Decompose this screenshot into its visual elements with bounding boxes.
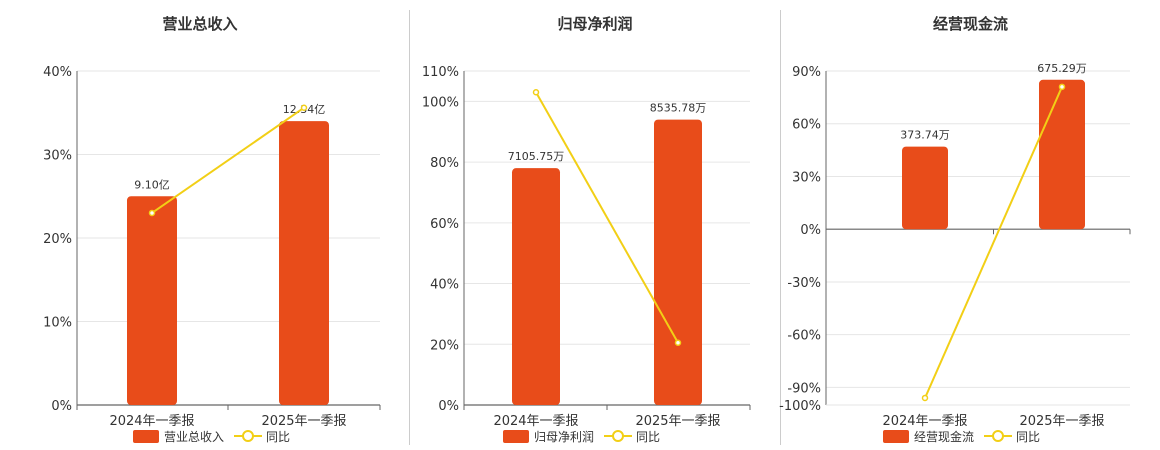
bar-data-label: 8535.78万 xyxy=(650,102,707,115)
x-category-label: 2025年一季报 xyxy=(1019,414,1104,429)
bar-data-label: 675.29万 xyxy=(1037,62,1087,75)
legend-line-label: 同比 xyxy=(266,429,291,444)
bar-data-label: 7105.75万 xyxy=(508,150,565,163)
x-category-label: 2025年一季报 xyxy=(635,414,720,429)
legend-item-bar[interactable]: 归母净利润 xyxy=(503,427,594,445)
chart-title: 营业总收入 xyxy=(162,15,238,33)
bar[interactable] xyxy=(1039,79,1085,230)
y-tick-label: 60% xyxy=(430,217,459,232)
legend-line-label: 同比 xyxy=(636,429,661,444)
y-tick-label: 40% xyxy=(430,278,459,293)
chart-legend: 归母净利润 同比 xyxy=(410,427,780,445)
legend-bar-swatch xyxy=(883,429,909,443)
y-tick-label: 0% xyxy=(51,399,72,414)
yoy-line xyxy=(151,106,305,214)
revenue-chart-svg: 0%10%20%30%40%2024年一季报2025年一季报9.10亿12.34… xyxy=(43,65,381,429)
legend-item-line[interactable]: 同比 xyxy=(234,427,290,445)
bar[interactable] xyxy=(902,146,948,230)
y-tick-label: 0% xyxy=(800,223,821,238)
legend-bar-swatch xyxy=(503,429,529,443)
net-profit-chart-svg: 0% 20% 40% 60% 80% 100% 110% 2024年一季报 2025年一季报 71… xyxy=(422,65,751,429)
panel-divider xyxy=(780,10,781,445)
net-profit-chart-panel: 归母净利润 0% 20% 40% 60% 80% 100% 110% 2024年一季报 2025… xyxy=(410,0,780,450)
bar-data-label: 373.74万 xyxy=(900,129,950,142)
y-tick-label: 80% xyxy=(430,156,459,171)
y-tick-label: 30% xyxy=(792,170,821,185)
legend-item-bar[interactable]: 经营现金流 xyxy=(883,427,974,445)
y-tick-label: 40% xyxy=(43,65,72,80)
legend-bar-label: 营业总收入 xyxy=(164,429,225,444)
legend-line-swatch xyxy=(984,430,1012,442)
y-tick-label: 30% xyxy=(43,149,72,164)
legend-line-label: 同比 xyxy=(1016,429,1041,444)
bar[interactable] xyxy=(279,121,329,405)
chart-legend: 营业总收入 同比 xyxy=(0,427,400,445)
x-category-label: 2025年一季报 xyxy=(261,414,346,429)
legend-bar-label: 归母净利润 xyxy=(534,429,595,444)
legend-line-swatch xyxy=(234,430,262,442)
y-tick-label: -60% xyxy=(787,329,821,344)
yoy-point[interactable] xyxy=(674,339,682,347)
y-tick-label: 0% xyxy=(438,399,459,414)
y-tick-label: 10% xyxy=(43,316,72,331)
chart-legend: 经营现金流 同比 xyxy=(781,427,1160,445)
panel-divider xyxy=(409,10,410,445)
legend-item-line[interactable]: 同比 xyxy=(984,427,1040,445)
bar[interactable] xyxy=(654,119,702,405)
operating-cashflow-chart-svg: -100% -90% -60% -30% 0% 30% 60% 90% 2024年一季报 2025… xyxy=(779,62,1131,429)
yoy-line xyxy=(924,86,1063,399)
yoy-point[interactable] xyxy=(532,89,540,96)
legend-line-swatch xyxy=(604,430,632,442)
x-category-label: 2024年一季报 xyxy=(109,414,194,429)
yoy-point[interactable] xyxy=(1058,83,1066,91)
bar[interactable] xyxy=(512,168,560,405)
yoy-line xyxy=(535,91,679,344)
x-category-label: 2024年一季报 xyxy=(882,414,967,429)
bar-data-label: 9.10亿 xyxy=(134,178,170,191)
y-tick-label: -30% xyxy=(787,276,821,291)
bar[interactable] xyxy=(127,196,177,405)
y-tick-label: -90% xyxy=(787,381,821,396)
y-tick-label: 20% xyxy=(430,338,459,353)
y-tick-label: 90% xyxy=(792,65,821,80)
legend-item-bar[interactable]: 营业总收入 xyxy=(133,427,224,445)
y-tick-label: -100% xyxy=(779,399,821,414)
yoy-point[interactable] xyxy=(300,104,308,111)
y-tick-label: 60% xyxy=(792,118,821,133)
yoy-point[interactable] xyxy=(921,394,929,402)
revenue-chart-panel: 营业总收入 0% 10% 20% 30% 40% 2024年一季报 2025年一季报 9.10… xyxy=(0,0,400,450)
yoy-point[interactable] xyxy=(148,209,156,217)
legend-bar-swatch xyxy=(133,429,159,443)
chart-title: 归母净利润 xyxy=(557,15,633,33)
x-category-label: 2024年一季报 xyxy=(493,414,578,429)
legend-bar-label: 经营现金流 xyxy=(914,429,975,444)
operating-cashflow-chart-panel: 经营现金流 -100% -90% -60% -30% 0% 30% 60% 90% 2024年一… xyxy=(779,0,1160,450)
chart-title: 经营现金流 xyxy=(932,15,1008,33)
legend-item-line[interactable]: 同比 xyxy=(604,427,660,445)
y-tick-label: 20% xyxy=(43,232,72,247)
y-tick-label: 100% xyxy=(422,95,459,110)
y-tick-label: 110% xyxy=(422,65,459,80)
